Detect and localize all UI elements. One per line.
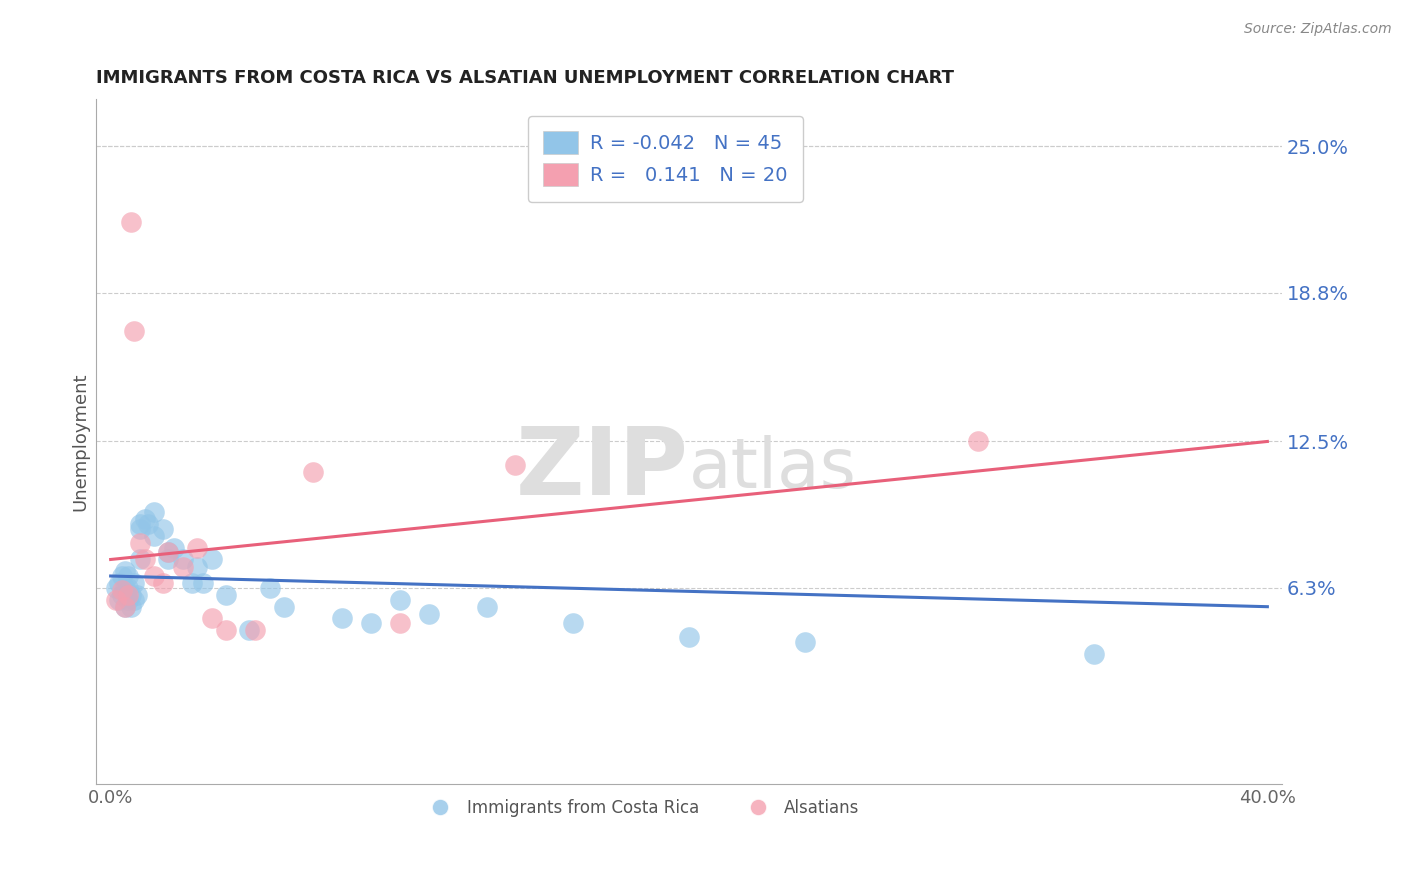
Point: [302, 465, 325, 479]
Point: [143, 505, 166, 519]
Point: [111, 588, 134, 602]
Point: [215, 624, 238, 638]
Point: [125, 588, 148, 602]
Point: [117, 592, 139, 607]
Point: [793, 635, 815, 649]
Point: [180, 576, 202, 591]
Text: IMMIGRANTS FROM COSTA RICA VS ALSATIAN UNEMPLOYMENT CORRELATION CHART: IMMIGRANTS FROM COSTA RICA VS ALSATIAN U…: [96, 69, 955, 87]
Point: [193, 576, 215, 591]
Point: [245, 624, 267, 638]
Text: ZIP: ZIP: [516, 423, 689, 515]
Point: [330, 611, 353, 625]
Point: [418, 607, 440, 621]
Point: [360, 616, 382, 631]
Point: [105, 581, 128, 595]
Point: [117, 588, 139, 602]
Point: [114, 581, 136, 595]
Point: [108, 576, 131, 591]
Point: [186, 559, 208, 574]
Point: [114, 564, 136, 578]
Point: [128, 552, 150, 566]
Point: [136, 517, 159, 532]
Point: [238, 624, 260, 638]
Point: [128, 522, 150, 536]
Point: [172, 559, 194, 574]
Point: [562, 616, 585, 631]
Point: [111, 583, 134, 598]
Point: [122, 592, 145, 607]
Point: [157, 552, 180, 566]
Point: [114, 599, 136, 614]
Text: atlas: atlas: [689, 435, 856, 502]
Point: [388, 616, 411, 631]
Point: [678, 631, 700, 645]
Point: [108, 592, 131, 607]
Point: [128, 517, 150, 532]
Point: [105, 592, 128, 607]
Point: [122, 576, 145, 591]
Point: [143, 529, 166, 543]
Point: [201, 611, 224, 625]
Point: [111, 569, 134, 583]
Point: [505, 458, 527, 472]
Point: [128, 536, 150, 550]
Point: [117, 581, 139, 595]
Point: [1083, 647, 1105, 661]
Point: [163, 541, 186, 555]
Y-axis label: Unemployment: Unemployment: [72, 372, 89, 511]
Point: [117, 569, 139, 583]
Point: [201, 552, 224, 566]
Point: [134, 512, 156, 526]
Point: [120, 588, 142, 602]
Point: [967, 434, 990, 449]
Point: [273, 599, 295, 614]
Point: [120, 215, 142, 229]
Point: [157, 545, 180, 559]
Point: [475, 599, 498, 614]
Point: [134, 552, 156, 566]
Point: [114, 599, 136, 614]
Text: Source: ZipAtlas.com: Source: ZipAtlas.com: [1244, 22, 1392, 37]
Point: [215, 588, 238, 602]
Point: [122, 324, 145, 338]
Point: [143, 569, 166, 583]
Point: [186, 541, 208, 555]
Point: [157, 545, 180, 559]
Point: [152, 522, 174, 536]
Point: [259, 581, 281, 595]
Legend: Immigrants from Costa Rica, Alsatians: Immigrants from Costa Rica, Alsatians: [418, 792, 866, 823]
Point: [152, 576, 174, 591]
Point: [172, 552, 194, 566]
Point: [388, 592, 411, 607]
Point: [120, 599, 142, 614]
